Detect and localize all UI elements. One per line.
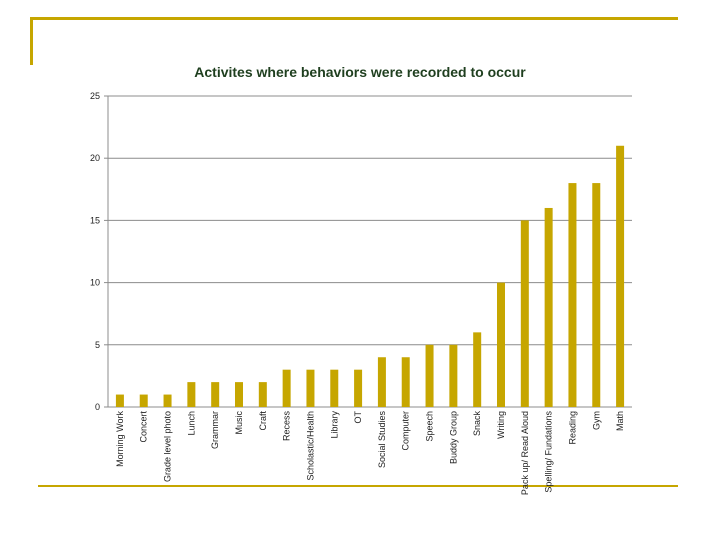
x-tick-label: Lunch [186,411,196,436]
bar [235,382,243,407]
bar [115,394,124,407]
x-tick-label: Reading [567,411,577,445]
chart-title: Activites where behaviors were recorded … [194,64,526,80]
x-tick-label: Concert [139,411,149,443]
x-tick-label: Grade level photo [163,411,173,482]
bar [354,369,363,407]
frame-bottom-rule [38,485,678,487]
bar [473,332,482,407]
bar [306,369,315,407]
x-tick-label: OT [353,410,363,423]
bar [211,382,220,407]
y-tick-label: 25 [90,91,100,101]
x-tick-label: Spelling/ Fundations [544,411,554,493]
x-tick-label: Snack [472,411,482,437]
x-tick-label: Computer [401,411,411,451]
x-tick-label: Gym [591,411,601,430]
bar [401,357,410,407]
bar [163,394,172,407]
x-tick-label: Writing [496,411,506,439]
bar [377,357,386,407]
bar [520,220,529,407]
x-tick-label: Buddy Group [448,411,458,464]
y-tick-label: 20 [90,153,100,163]
bar [616,145,625,407]
x-tick-label: Scholastic/Health [305,411,315,481]
bar [282,369,291,407]
y-tick-label: 5 [95,340,100,350]
bar [497,282,505,407]
x-tick-label: Recess [282,411,292,442]
x-tick-label: Math [615,411,625,431]
x-tick-label: Craft [258,411,268,431]
frame-left-rule [30,17,33,65]
x-tick-label: Music [234,411,244,435]
bar [187,382,196,407]
bar [139,394,148,407]
x-tick-label: Library [329,411,339,439]
x-tick-label: Social Studies [377,411,387,469]
y-tick-label: 0 [95,402,100,412]
x-tick-label: Morning Work [115,411,125,467]
frame-top-rule [30,17,678,20]
y-tick-label: 15 [90,215,100,225]
bar [544,207,553,407]
bar [568,183,577,407]
bar [258,382,267,407]
x-tick-label: Grammar [210,411,220,449]
bar [592,183,601,407]
bar [330,369,339,407]
y-tick-label: 10 [90,278,100,288]
x-tick-label: Speech [425,411,435,442]
bar [449,344,458,407]
bar [425,344,434,407]
x-tick-label: Pack up/ Read Aloud [520,411,530,495]
